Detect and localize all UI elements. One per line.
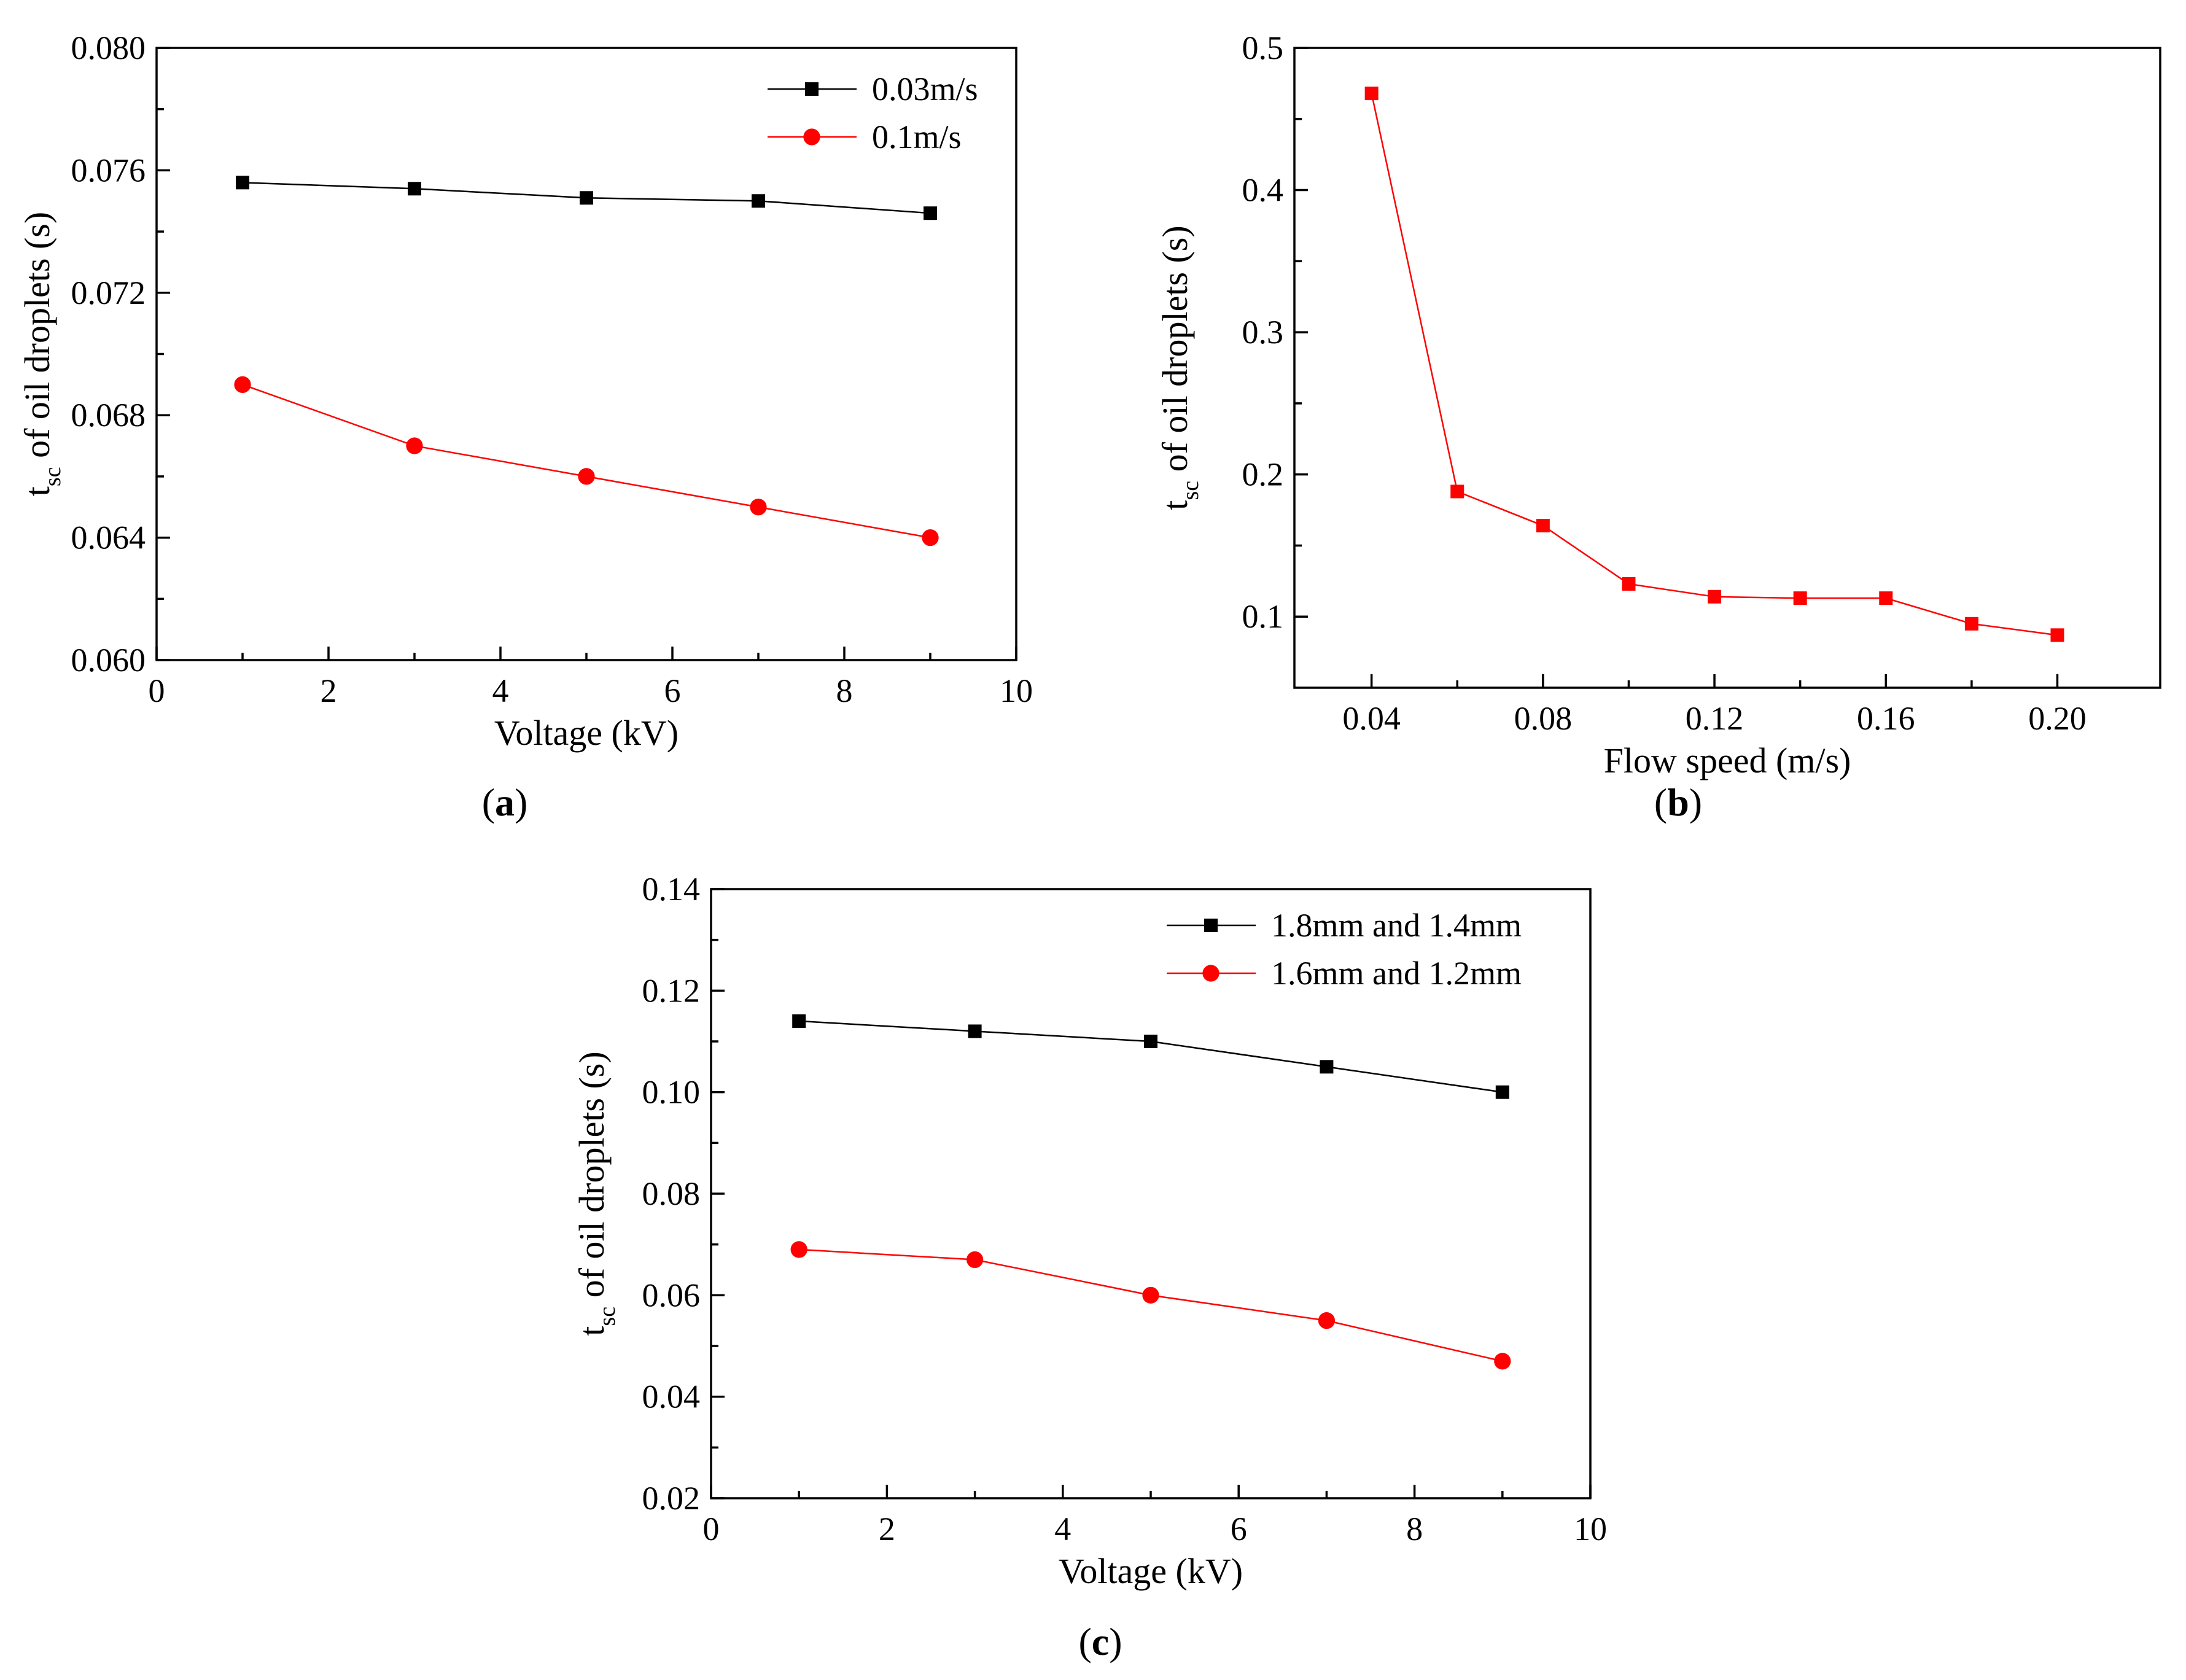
series-line [799, 1248, 1503, 1363]
legend-label: 0.03m/s [872, 71, 978, 107]
y-tick-label: 0.064 [71, 519, 146, 556]
data-point [1202, 965, 1219, 982]
series-line [799, 1020, 1503, 1093]
y-tick-label: 0.072 [71, 274, 146, 311]
caption-b: (b) [1654, 780, 1702, 824]
x-tick-label: 2 [879, 1511, 895, 1547]
data-point [922, 529, 939, 546]
x-axis-title: Voltage (kV) [1059, 1551, 1243, 1591]
data-point [924, 206, 937, 220]
data-point [1144, 1035, 1157, 1048]
data-point [236, 176, 249, 190]
y-tick-label: 0.08 [642, 1175, 701, 1212]
data-point [1495, 1085, 1509, 1099]
chart-panel-a: 0 2 4 6 8 10 0.060 0.064 0.068 0.072 0.076 0.080 Vol… [17, 29, 1033, 753]
x-tick-label: 0 [703, 1511, 720, 1547]
caption-a: (a) [482, 780, 528, 824]
x-tick-label: 0.16 [1857, 700, 1915, 737]
y-tick-label: 0.14 [642, 871, 701, 908]
x-axis-title: Flow speed (m/s) [1604, 741, 1851, 780]
y-axis-title-subscript: sc [594, 1307, 620, 1326]
caption-c: (c) [1078, 1620, 1122, 1663]
data-point [408, 182, 421, 196]
x-tick-label: 4 [492, 672, 509, 709]
legend-label: 0.1m/s [872, 119, 962, 155]
x-tick-label: 0.04 [1342, 700, 1401, 737]
x-tick-label: 10 [1574, 1511, 1607, 1547]
x-tick-label: 2 [321, 672, 337, 709]
x-tick-label: 6 [664, 672, 681, 709]
data-point [1142, 1286, 1159, 1304]
y-tick-label: 0.076 [71, 152, 146, 189]
y-axis-title-main: t [572, 1326, 612, 1336]
y-tick-label: 0.02 [642, 1480, 701, 1517]
data-point [752, 194, 765, 208]
x-tick-label: 0.12 [1686, 700, 1744, 737]
y-axis-title: tsc of oil droplets (s) [1155, 225, 1204, 510]
x-tick-label: 6 [1231, 1511, 1247, 1547]
data-point [406, 437, 423, 454]
y-tick-label: 0.12 [642, 972, 701, 1009]
data-point [1494, 1353, 1511, 1370]
legend-label: 1.6mm and 1.2mm [1271, 955, 1522, 992]
y-axis-title: tsc of oil droplets (s) [17, 212, 66, 496]
y-tick-label: 0.06 [642, 1277, 701, 1313]
y-tick-label: 0.080 [71, 29, 146, 66]
y-tick-label: 0.5 [1242, 29, 1284, 66]
data-point [234, 376, 251, 393]
y-tick-label: 0.4 [1242, 172, 1284, 209]
data-point [1793, 591, 1807, 605]
x-tick-label: 4 [1054, 1511, 1071, 1547]
y-axis-title-rest: of oil droplets (s) [1155, 225, 1195, 481]
y-axis-title-rest: of oil droplets (s) [572, 1051, 612, 1307]
legend-label: 1.8mm and 1.4mm [1271, 907, 1522, 944]
data-point [1450, 484, 1464, 499]
data-point [790, 1241, 807, 1258]
data-point [750, 499, 767, 516]
y-tick-label: 0.2 [1242, 456, 1284, 493]
x-tick-label: 8 [836, 672, 853, 709]
data-point [792, 1014, 806, 1028]
data-point [1364, 87, 1379, 101]
data-point [1964, 616, 1978, 631]
y-axis-title-rest: of oil droplets (s) [17, 212, 57, 467]
chart-panel-b: 0.04 0.08 0.12 0.16 0.20 0.1 0.2 0.3 0.4 0.5 Flow … [1155, 29, 2161, 780]
y-axis-title: tsc of oil droplets (s) [572, 1051, 620, 1336]
x-tick-label: 0.08 [1514, 700, 1573, 737]
x-tick-label: 0.20 [2028, 700, 2087, 737]
x-axis-title: Voltage (kV) [494, 713, 679, 753]
data-point [1320, 1060, 1334, 1074]
x-tick-label: 10 [1000, 672, 1033, 709]
data-point [803, 128, 820, 146]
y-tick-label: 0.04 [642, 1379, 701, 1415]
data-point [966, 1251, 984, 1269]
plot-frame [1293, 47, 2161, 689]
data-point [1204, 919, 1218, 932]
data-point [1879, 591, 1893, 605]
y-tick-label: 0.3 [1242, 314, 1284, 351]
y-axis-title-subscript: sc [1178, 481, 1204, 500]
series-line [1371, 93, 2058, 636]
chart-panel-c: 0 2 4 6 8 10 0.02 0.04 0.06 0.08 0.10 0.12 0.14 Volta… [572, 871, 1607, 1591]
x-tick-label: 0 [149, 672, 165, 709]
x-tick-label: 8 [1406, 1511, 1423, 1547]
data-point [1622, 577, 1636, 591]
y-tick-label: 0.060 [71, 642, 146, 679]
y-tick-label: 0.1 [1242, 598, 1284, 635]
data-point [968, 1024, 982, 1038]
data-point [2050, 628, 2064, 642]
y-tick-label: 0.10 [642, 1074, 701, 1111]
series-line [242, 384, 931, 539]
data-point [578, 468, 595, 485]
data-point [1318, 1312, 1336, 1329]
data-point [1536, 519, 1550, 533]
data-point [805, 82, 819, 96]
y-axis-title-main: t [1155, 500, 1195, 510]
data-point [1708, 589, 1722, 604]
y-tick-label: 0.068 [71, 397, 146, 434]
y-axis-title-subscript: sc [40, 467, 66, 486]
data-point [580, 191, 593, 205]
y-axis-title-main: t [17, 486, 57, 496]
